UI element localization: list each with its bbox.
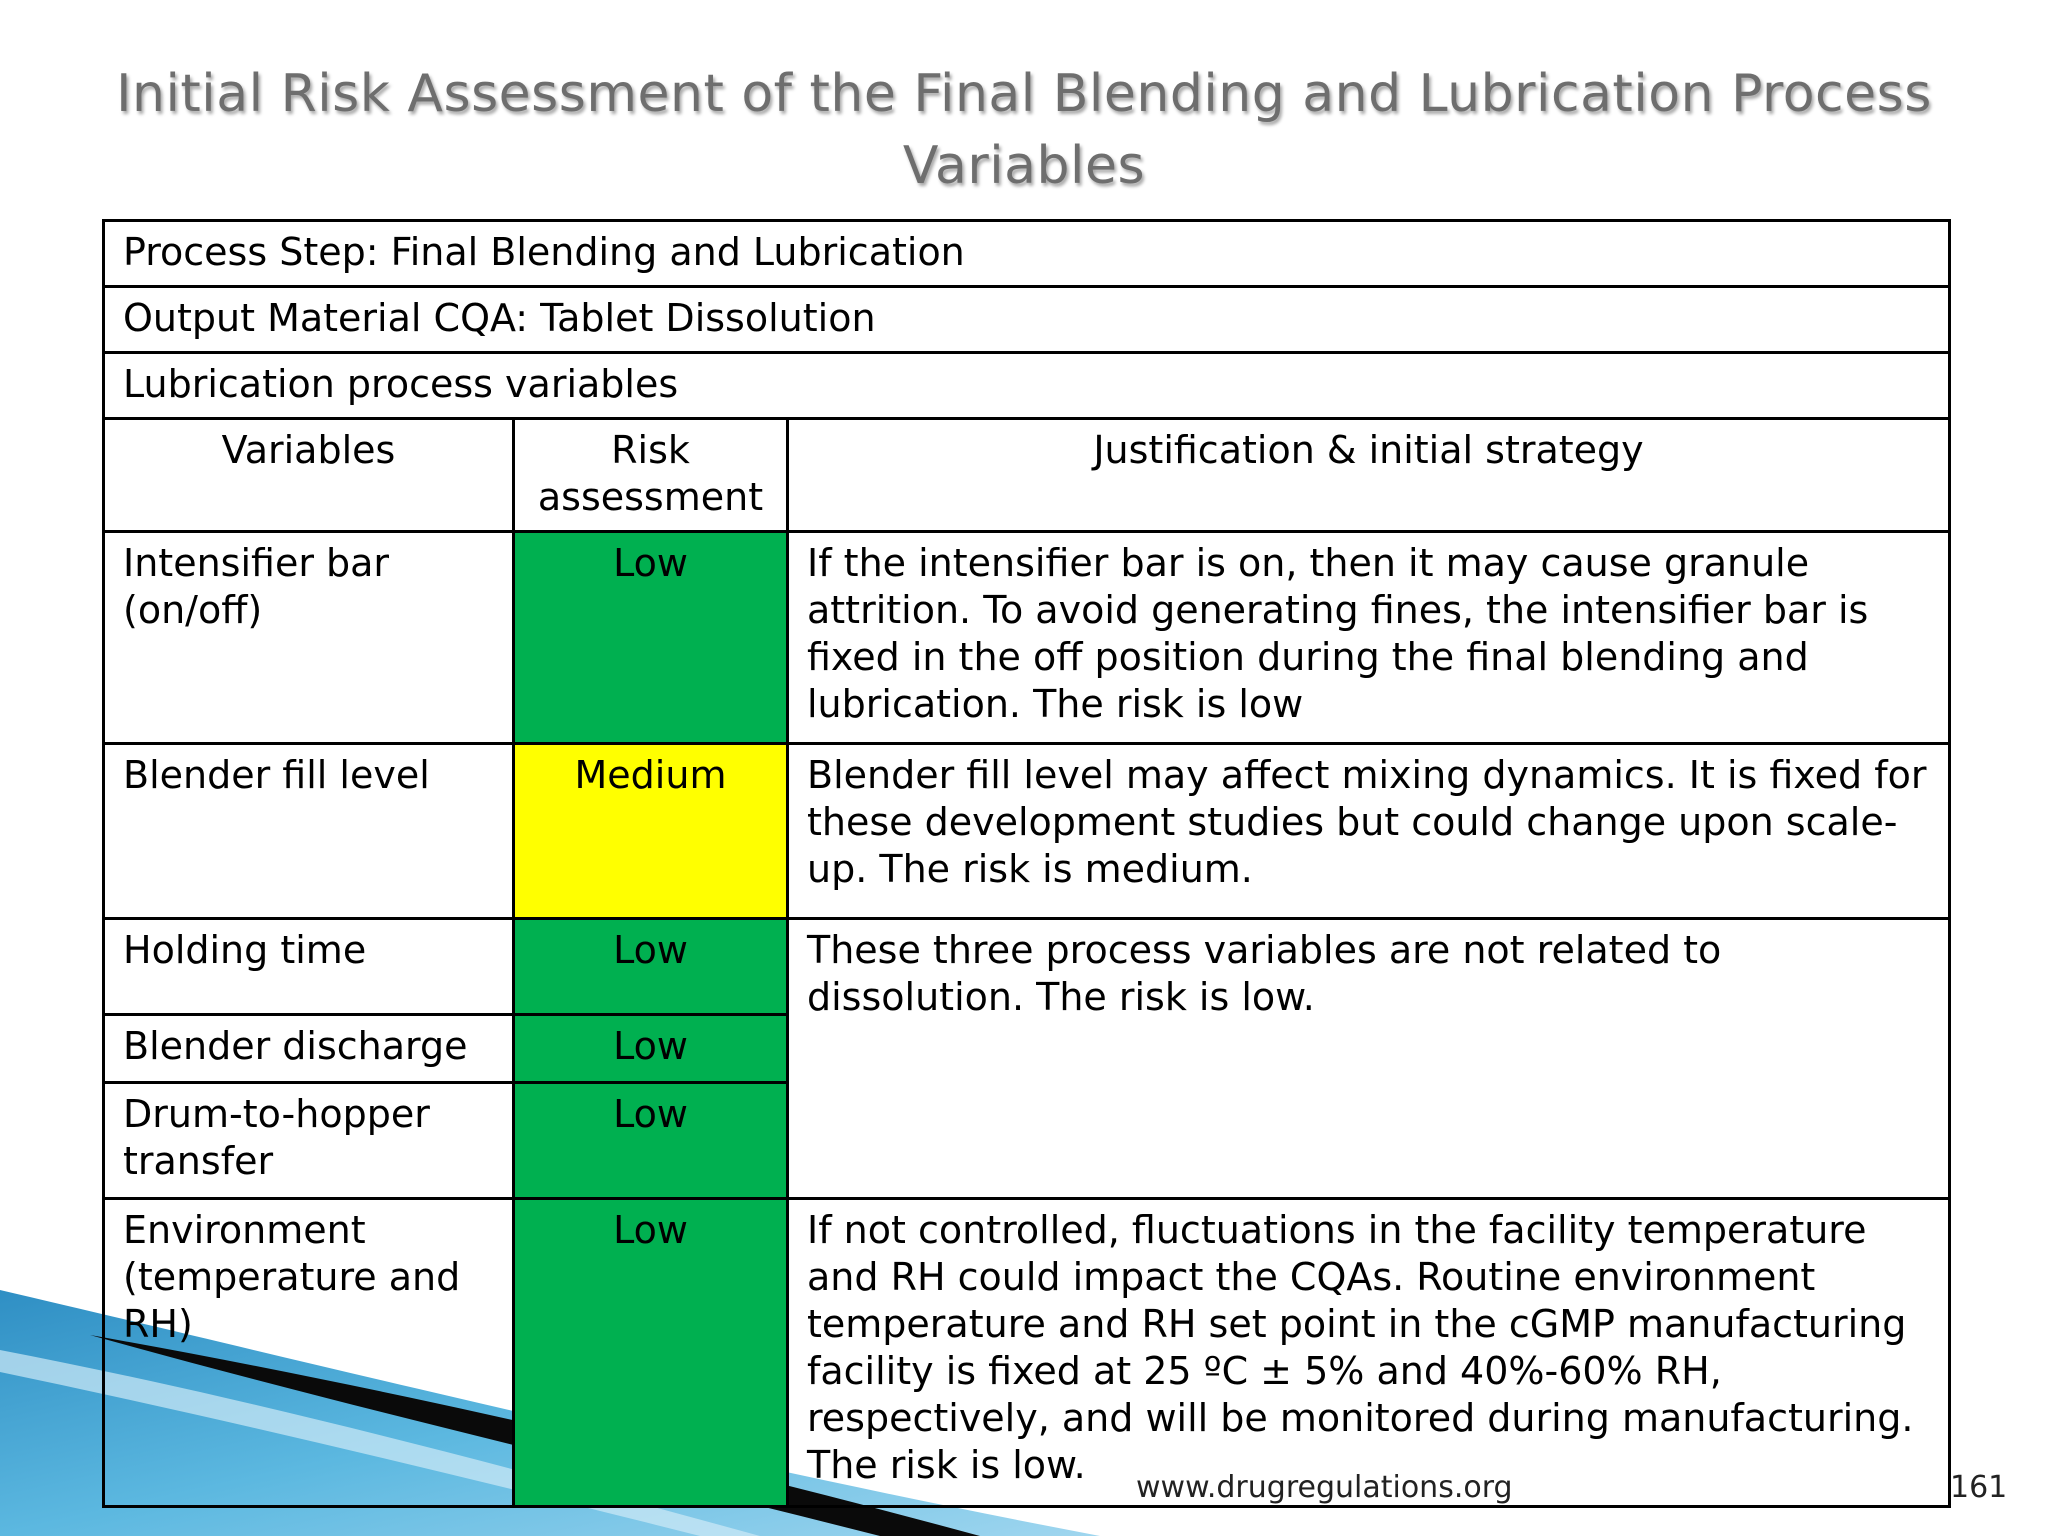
section-row: Lubrication process variables (102, 351, 1951, 420)
risk-cell-low: Low (512, 1081, 789, 1200)
justification-cell: If the intensifier bar is on, then it ma… (786, 530, 1951, 745)
table-row: Intensifier bar (on/off) Low If the inte… (102, 530, 1951, 745)
table-row: Drum-to-hopper transfer Low (102, 1081, 1950, 1200)
table-row: Blender fill level Medium Blender fill l… (102, 742, 1951, 920)
table-row: Blender discharge Low (102, 1013, 1950, 1084)
output-material-row: Output Material CQA: Tablet Dissolution (102, 285, 1951, 354)
process-step-row: Process Step: Final Blending and Lubrica… (102, 219, 1951, 288)
process-step-cell: Process Step: Final Blending and Lubrica… (102, 219, 1951, 288)
slide-title: Initial Risk Assessment of the Final Ble… (116, 64, 1932, 196)
header-risk-assessment: Risk assessment (512, 417, 789, 533)
justification-cell-merged: These three process variables are not re… (786, 917, 1951, 1200)
variable-cell: Environment (temperature and RH) (102, 1197, 515, 1508)
table-row: Environment (temperature and RH) Low If … (102, 1197, 1951, 1508)
header-justification: Justification & initial strategy (786, 417, 1951, 533)
output-material-cell: Output Material CQA: Tablet Dissolution (102, 285, 1951, 354)
risk-cell-medium: Medium (512, 742, 789, 920)
page-number: 161 (1950, 1470, 2008, 1505)
risk-cell-low: Low (512, 917, 789, 1016)
footer-url: www.drugregulations.org (1136, 1470, 1513, 1505)
header-row: Variables Risk assessment Justification … (102, 417, 1951, 533)
risk-cell-low: Low (512, 1197, 789, 1508)
variable-cell: Blender discharge (102, 1013, 515, 1084)
header-variables: Variables (102, 417, 515, 533)
variable-cell: Intensifier bar (on/off) (102, 530, 515, 745)
variable-cell: Holding time (102, 917, 515, 1016)
variable-cell: Drum-to-hopper transfer (102, 1081, 515, 1200)
risk-cell-low: Low (512, 1013, 789, 1084)
justification-cell: If not controlled, fluctuations in the f… (786, 1197, 1951, 1508)
table-row: Holding time Low These three process var… (102, 917, 1951, 1200)
risk-assessment-table: Process Step: Final Blending and Lubrica… (102, 219, 1951, 1508)
section-cell: Lubrication process variables (102, 351, 1951, 420)
risk-cell-low: Low (512, 530, 789, 745)
variable-cell: Blender fill level (102, 742, 515, 920)
justification-cell: Blender fill level may affect mixing dyn… (786, 742, 1951, 920)
